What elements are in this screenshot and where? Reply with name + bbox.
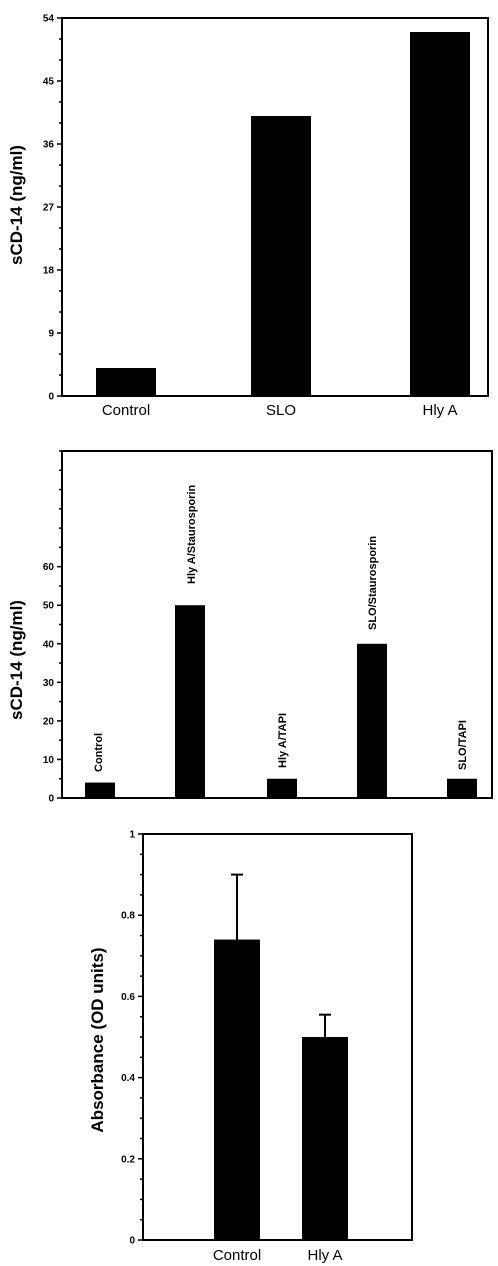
panel-2-y-ticks: 0 10 20 30 40 50 60: [43, 450, 62, 805]
panel-1-y-ticks: 0 9 18 27 36 45 54: [43, 14, 62, 403]
panel-3-bar: [214, 939, 260, 1240]
panel-3-bar: [302, 1037, 348, 1240]
panel-1-y-tick-label: 27: [43, 203, 55, 214]
panel-2-y-axis-label: sCD-14 (ng/ml): [7, 600, 26, 720]
panel-1-bars: [96, 32, 470, 396]
panel-2-chart: sCD-14 (ng/ml) 0 10 20 30 40 50 60 Control Hly…: [7, 450, 493, 805]
panel-1-y-tick-label: 0: [48, 392, 54, 403]
panel-1-y-tick-label: 18: [43, 266, 55, 277]
panel-1-category-label-slo: SLO: [266, 402, 296, 419]
panel-3-y-tick-label: 0: [129, 1236, 135, 1247]
panel-2-bar-label-hlya-tapi: Hly A/TAPI: [277, 713, 289, 768]
panel-3-y-tick-label: 0.6: [121, 992, 135, 1003]
panel-2-bar: [447, 778, 477, 798]
panel-1-y-tick-label: 54: [43, 14, 55, 25]
panel-2-y-tick-label: 10: [43, 755, 55, 766]
panel-3-y-tick-label: 1: [129, 830, 135, 841]
panel-2-y-tick-label: 0: [48, 794, 54, 805]
panel-2-bar-label-slo-staurosporin: SLO/Staurosporin: [367, 536, 379, 630]
panel-3-category-label-hlya: Hly A: [307, 1247, 342, 1264]
panel-2-y-tick-label: 30: [43, 678, 55, 689]
panel-2-y-tick-label: 40: [43, 639, 55, 650]
panel-1-bar: [251, 116, 311, 396]
panel-2-bar-label-slo-tapi: SLO/TAPI: [457, 720, 469, 770]
panel-2-y-tick-label: 60: [43, 562, 55, 573]
panel-2-bar-label-hlya-staurosporin: Hly A/Staurosporin: [186, 485, 198, 584]
panel-3-y-tick-label: 0.2: [121, 1154, 135, 1165]
panel-3-y-tick-label: 0.4: [121, 1073, 135, 1084]
panel-2-bar: [85, 782, 115, 798]
panel-3-y-axis-label: Absorbance (OD units): [88, 947, 107, 1132]
panel-2-bar: [175, 605, 205, 798]
panel-3-plot-frame: [142, 833, 413, 1241]
panel-2-bar: [357, 643, 387, 798]
panel-3-y-tick-label: 0.8: [121, 911, 135, 922]
panel-1-y-tick-label: 9: [48, 329, 54, 340]
panel-2-bar: [267, 778, 297, 798]
panel-1-category-label-hlya: Hly A: [422, 402, 457, 419]
panel-3-chart: Absorbance (OD units) 0 0.2 0.4 0.6 0.8 1 Con…: [88, 830, 413, 1264]
panel-1-y-tick-label: 45: [43, 77, 55, 88]
panel-3-category-label-control: Control: [213, 1247, 261, 1264]
panel-1-y-axis-label: sCD-14 (ng/ml): [7, 145, 26, 265]
panel-1-y-tick-label: 36: [43, 140, 55, 151]
panel-2-bar-label-control: Control: [93, 733, 105, 772]
panel-2-y-tick-label: 50: [43, 601, 55, 612]
panel-2-bars: [85, 605, 477, 798]
panel-1-category-label-control: Control: [102, 402, 150, 419]
panel-1-bar: [96, 368, 156, 396]
panel-1-bar: [410, 32, 470, 396]
panel-2-y-tick-label: 20: [43, 716, 55, 727]
panel-3-y-ticks: 0 0.2 0.4 0.6 0.8 1: [121, 830, 143, 1247]
panel-3-bars: [214, 873, 348, 1240]
